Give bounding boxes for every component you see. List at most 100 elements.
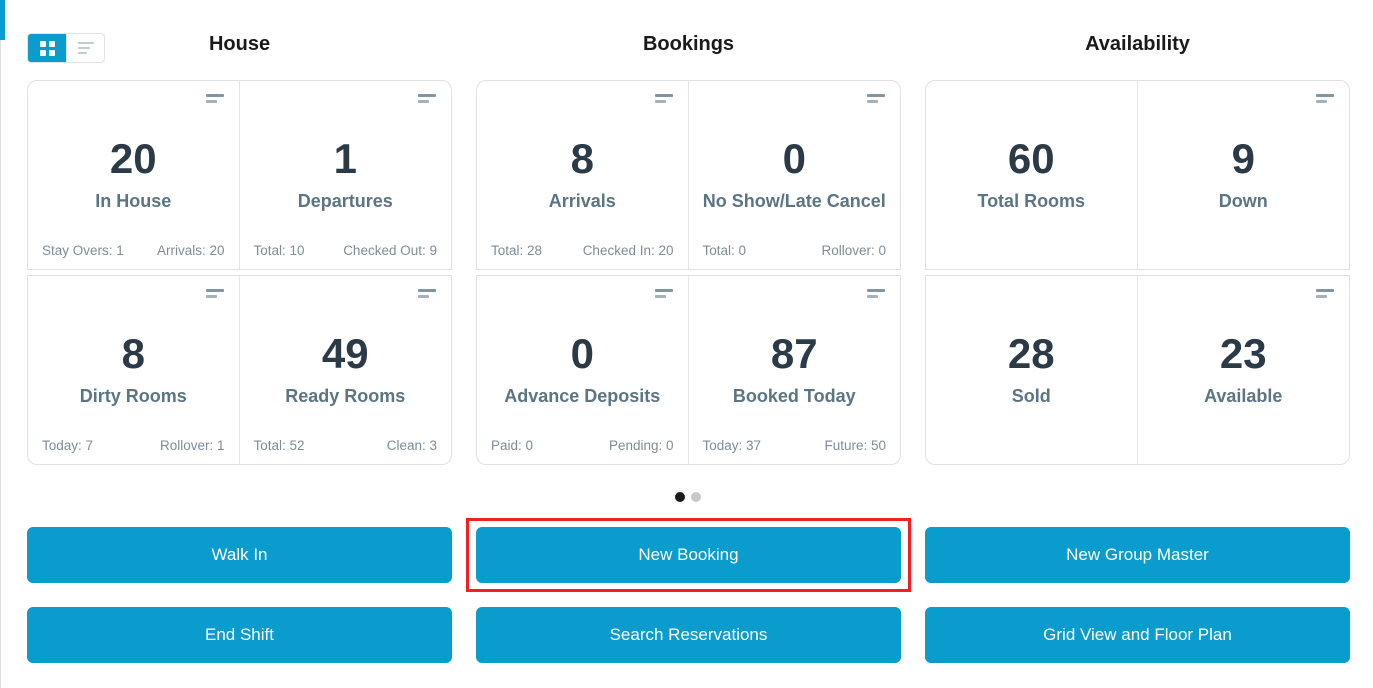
card-value: 60 [1007,135,1055,182]
card-center: 49 Ready Rooms [240,276,452,408]
card-center: 60 Total Rooms [926,81,1137,213]
card-value: 0 [570,330,594,377]
card-footer: Total: 28 Checked In: 20 [491,243,674,258]
dashboard-content: House Bookings Availability 20 In House … [27,32,1373,663]
section-title-availability: Availability [1085,32,1190,55]
card-label: Arrivals [548,191,616,211]
bookings-section: 8 Arrivals Total: 28 Checked In: 20 0 No… [476,80,901,465]
search-reservations-button[interactable]: Search Reservations [476,607,901,663]
carousel-dots [27,492,1349,502]
card-footer-left: Paid: 0 [491,438,534,453]
stat-card-total-rooms[interactable]: 60 Total Rooms [926,81,1138,269]
carousel-dot-2[interactable] [691,492,701,502]
card-footer-left: Today: 37 [702,438,762,453]
stat-card-in-house[interactable]: 20 In House Stay Overs: 1 Arrivals: 20 [28,81,240,269]
card-label: Down [1218,191,1268,211]
card-footer: Stay Overs: 1 Arrivals: 20 [42,243,225,258]
card-value: 0 [782,135,806,182]
card-value: 23 [1219,330,1267,377]
card-menu-icon[interactable] [418,94,436,103]
grid-icon [39,40,55,56]
card-center: 0 No Show/Late Cancel [689,81,901,213]
end-shift-button[interactable]: End Shift [27,607,452,663]
card-value: 1 [333,135,357,182]
card-label: Available [1204,386,1283,406]
list-view-button[interactable] [66,34,104,62]
card-center: 23 Available [1138,276,1350,408]
availability-row-2: 28 Sold 23 Available [925,275,1350,465]
card-value: 9 [1231,135,1255,182]
card-value: 8 [570,135,594,182]
card-menu-icon[interactable] [1316,94,1334,103]
card-label: In House [95,191,172,211]
bookings-row-1: 8 Arrivals Total: 28 Checked In: 20 0 No… [476,80,901,270]
card-footer: Today: 37 Future: 50 [703,438,887,453]
walk-in-button[interactable]: Walk In [27,527,452,583]
card-footer-right: Rollover: 0 [821,243,886,258]
left-edge-divider [0,0,1,688]
card-footer-left: Total: 28 [491,243,543,258]
stat-card-available[interactable]: 23 Available [1138,276,1350,464]
card-footer: Total: 0 Rollover: 0 [703,243,887,258]
stat-card-sold[interactable]: 28 Sold [926,276,1138,464]
card-footer: Total: 10 Checked Out: 9 [254,243,438,258]
card-label: Ready Rooms [285,386,406,406]
card-center: 8 Dirty Rooms [28,276,239,408]
card-label: No Show/Late Cancel [702,191,886,211]
stat-card-no-show-late-cancel[interactable]: 0 No Show/Late Cancel Total: 0 Rollover:… [689,81,901,269]
carousel-dot-1[interactable] [675,492,685,502]
card-footer: Paid: 0 Pending: 0 [491,438,674,453]
card-menu-icon[interactable] [654,94,673,103]
card-value: 49 [321,330,369,377]
house-row-2: 8 Dirty Rooms Today: 7 Rollover: 1 49 Re… [27,275,452,465]
stat-card-down[interactable]: 9 Down [1138,81,1350,269]
stat-card-advance-deposits[interactable]: 0 Advance Deposits Paid: 0 Pending: 0 [477,276,689,464]
card-center: 9 Down [1138,81,1350,213]
action-buttons: Walk In New Booking New Group Master End… [27,518,1373,663]
new-group-master-button[interactable]: New Group Master [925,527,1350,583]
card-label: Total Rooms [977,191,1086,211]
card-center: 8 Arrivals [477,81,688,213]
card-footer-right: Rollover: 1 [159,438,225,453]
section-title-bookings: Bookings [642,32,735,55]
card-menu-icon[interactable] [867,289,885,298]
stat-card-booked-today[interactable]: 87 Booked Today Today: 37 Future: 50 [689,276,901,464]
card-menu-icon[interactable] [1316,289,1334,298]
card-label: Sold [1011,386,1051,406]
sidebar-accent-bar [0,0,5,40]
grid-view-floor-plan-button[interactable]: Grid View and Floor Plan [925,607,1350,663]
card-label: Departures [297,191,393,211]
card-footer-left: Stay Overs: 1 [42,243,124,258]
new-booking-highlight-wrap: New Booking [466,518,911,592]
card-footer-left: Today: 7 [42,438,94,453]
availability-section: 60 Total Rooms 9 Down [925,80,1350,465]
house-row-1: 20 In House Stay Overs: 1 Arrivals: 20 1… [27,80,452,270]
section-title-house: House [208,32,271,55]
view-toggle [27,33,105,63]
card-value: 20 [109,135,157,182]
card-menu-icon[interactable] [867,94,885,103]
card-menu-icon[interactable] [654,289,673,298]
stat-card-dirty-rooms[interactable]: 8 Dirty Rooms Today: 7 Rollover: 1 [28,276,240,464]
stat-card-arrivals[interactable]: 8 Arrivals Total: 28 Checked In: 20 [477,81,689,269]
card-label: Dirty Rooms [79,386,187,406]
grid-view-button[interactable] [28,34,66,62]
stat-card-departures[interactable]: 1 Departures Total: 10 Checked Out: 9 [240,81,452,269]
card-menu-icon[interactable] [205,289,224,298]
card-menu-icon[interactable] [205,94,224,103]
card-label: Booked Today [732,386,856,406]
card-center: 0 Advance Deposits [477,276,688,408]
card-value: 8 [121,330,145,377]
card-center: 20 In House [28,81,239,213]
new-booking-button[interactable]: New Booking [476,527,901,583]
stat-card-ready-rooms[interactable]: 49 Ready Rooms Total: 52 Clean: 3 [240,276,452,464]
card-footer-right: Checked In: 20 [582,243,674,258]
card-menu-icon[interactable] [418,289,436,298]
card-footer-left: Total: 52 [253,438,305,453]
card-footer-left: Total: 10 [253,243,305,258]
card-footer-right: Future: 50 [824,438,886,453]
card-center: 1 Departures [240,81,452,213]
card-footer-left: Total: 0 [702,243,747,258]
card-footer: Today: 7 Rollover: 1 [42,438,225,453]
